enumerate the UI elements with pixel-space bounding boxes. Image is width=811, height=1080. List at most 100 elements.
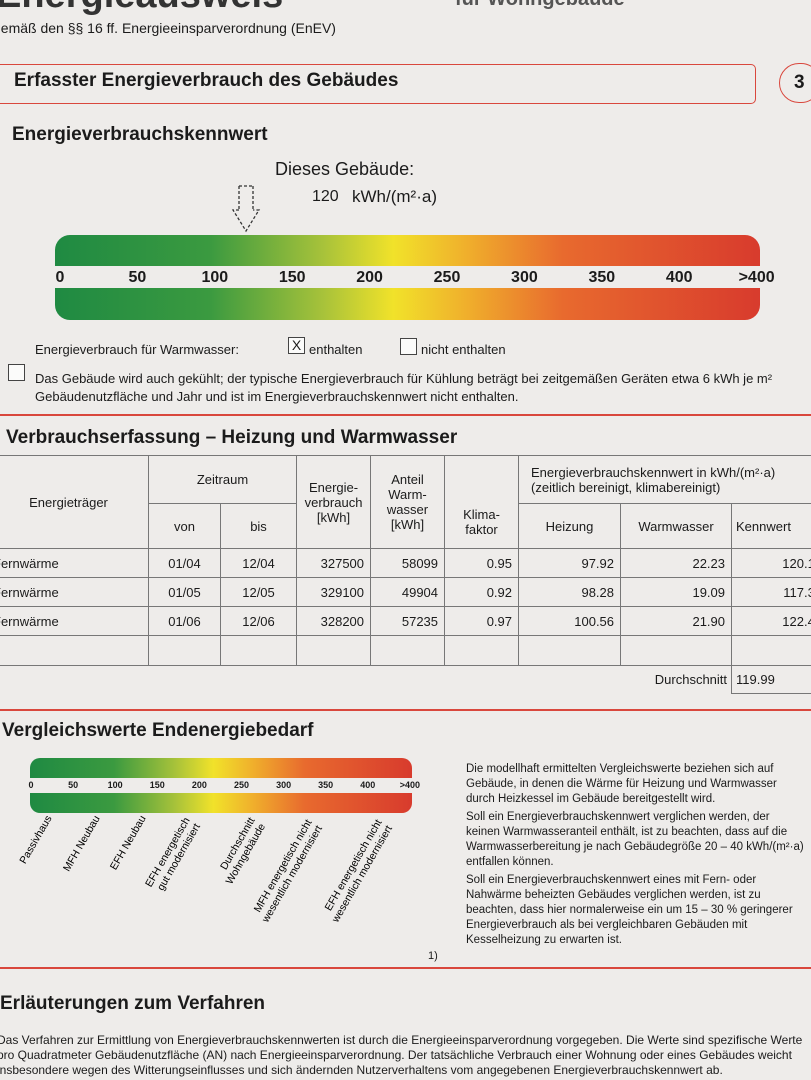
table-cell: 328200 xyxy=(296,606,372,636)
scale-tick-label: 200 xyxy=(356,269,383,286)
table-cell xyxy=(444,635,520,666)
table-cell: 19.09 xyxy=(620,577,733,607)
table-cell: 12/04 xyxy=(219,548,298,578)
comparison-text: Die modellhaft ermittelten Vergleichswer… xyxy=(466,762,806,951)
table-row xyxy=(0,635,811,666)
table-row: von bis Heizung Warmwasser Kennwert xyxy=(0,503,811,549)
document-subtitle: gemäß den §§ 16 ff. Energieeinsparverord… xyxy=(0,20,336,36)
table-cell xyxy=(0,635,149,666)
table-cell: 327500 xyxy=(296,548,372,578)
table-cell: 98.28 xyxy=(518,577,622,607)
table-cell xyxy=(518,635,622,666)
table-cell: 100.56 xyxy=(518,606,622,636)
scale-tick-label: 100 xyxy=(107,780,123,790)
table-row: Energieträger Zeitraum Energie- verbrauch … xyxy=(0,455,811,549)
consumption-table: Energieträger Zeitraum Energie- verbrauch … xyxy=(0,455,811,694)
table-cell: 21.90 xyxy=(620,606,733,636)
table-cell: 01/06 xyxy=(148,606,221,636)
table-cell: 49904 xyxy=(370,577,446,607)
checkbox-empty xyxy=(400,338,417,355)
building-marker xyxy=(231,185,260,233)
scale-tick-label: 300 xyxy=(511,269,538,286)
document-title-suffix: für Wohngebäude xyxy=(455,0,625,11)
table-cell: 01/05 xyxy=(148,577,221,607)
table-cell: 22.23 xyxy=(620,548,733,578)
divider xyxy=(0,709,811,711)
scale-tick-label: 350 xyxy=(588,269,616,286)
comparison-label: DurchschnittWohngebäude xyxy=(213,815,268,886)
table-cell: 58099 xyxy=(370,548,446,578)
table-cell: 0.95 xyxy=(444,548,520,578)
table-cell: 329100 xyxy=(296,577,372,607)
table-header: Klima- faktor xyxy=(444,455,520,549)
table-cell xyxy=(370,635,446,666)
comparison-paragraph: Soll ein Energieverbrauchskennwert vergl… xyxy=(466,811,804,868)
table-cell xyxy=(0,666,621,694)
scale-tick-label: 400 xyxy=(665,269,693,286)
scale-bar-top xyxy=(55,235,760,266)
section-box xyxy=(0,64,756,104)
table-header: Anteil Warm- wasser [kWh] xyxy=(370,455,446,549)
table-cell xyxy=(219,635,298,666)
kennwert-title: Energieverbrauchskennwert xyxy=(12,124,268,145)
table-header: von xyxy=(148,503,221,549)
table-cell: Fernwärme xyxy=(0,577,149,607)
table-header: Heizung xyxy=(518,503,622,549)
scale-tick-label: 300 xyxy=(276,780,292,790)
table-row: Fernwärme01/0612/06328200572350.97100.56… xyxy=(0,606,811,636)
table-header: Kennwert xyxy=(731,503,811,549)
scale-tick-label: >400 xyxy=(738,269,775,286)
table-cell: 0.92 xyxy=(444,577,520,607)
section-title: Erfasster Energieverbrauch des Gebäudes xyxy=(14,70,399,91)
document-title: Energieausweis xyxy=(0,0,283,17)
included-label: enthalten xyxy=(309,342,363,357)
table-header: Warmwasser xyxy=(620,503,733,549)
table-header: Energieträger xyxy=(0,455,149,549)
scale-tick-label: 100 xyxy=(201,269,229,286)
table-cell: 119.99 xyxy=(731,665,811,694)
comparison-bar-top xyxy=(30,758,412,778)
scale-tick-label: 250 xyxy=(233,780,250,790)
scale-tick-label: 0 xyxy=(55,269,65,286)
table-cell: 12/05 xyxy=(219,577,298,607)
comparison-paragraph: Soll ein Energieverbrauchskennwert eines… xyxy=(466,874,793,946)
warmwater-label: Energieverbrauch für Warmwasser: xyxy=(35,342,239,357)
building-value: 120 xyxy=(312,188,339,205)
divider xyxy=(0,414,811,416)
building-unit: kWh/(m²·a) xyxy=(352,187,437,206)
explanation-title: Erläuterungen zum Verfahren xyxy=(0,993,266,1014)
table-header: bis xyxy=(219,503,298,549)
page-badge xyxy=(779,63,811,103)
scale-tick-label: >400 xyxy=(399,780,421,790)
table-cell: Fernwärme xyxy=(0,606,149,636)
comparison-bar-bottom xyxy=(30,793,412,813)
table-row: Fernwärme01/0512/05329100499040.9298.281… xyxy=(0,577,811,607)
comparison-paragraph: Die modellhaft ermittelten Vergleichswer… xyxy=(466,763,777,805)
comparison-label: EFH Neubau xyxy=(108,813,149,872)
cooling-note: Das Gebäude wird auch gekühlt; der typis… xyxy=(35,371,773,404)
label-line: MFH Neubau xyxy=(61,813,103,873)
table-row: Durchschnitt 119.99 xyxy=(0,665,811,694)
cooling-checkbox xyxy=(8,364,25,381)
table-cell: 122.46 xyxy=(731,606,811,636)
label-line: Passivhaus xyxy=(17,814,54,867)
scale-tick-label: 0 xyxy=(28,780,34,790)
scale-tick-label: 200 xyxy=(191,780,207,790)
explanation-text: Das Verfahren zur Ermittlung von Energie… xyxy=(0,1033,803,1077)
table-header: Energie- verbrauch [kWh] xyxy=(296,455,372,549)
table-cell: 57235 xyxy=(370,606,446,636)
table-cell: 12/06 xyxy=(219,606,298,636)
table-cell xyxy=(296,635,372,666)
scale-tick-label: 150 xyxy=(149,780,165,790)
table-cell: 01/04 xyxy=(148,548,221,578)
table-row: Fernwärme01/0412/04327500580990.9597.922… xyxy=(0,548,811,578)
checkbox-checked: X xyxy=(288,337,305,354)
scale-tick-label: 350 xyxy=(318,780,334,790)
scale-tick-label: 50 xyxy=(68,780,79,790)
divider xyxy=(0,967,811,969)
label-line: EFH Neubau xyxy=(108,813,149,872)
scale-bar-bottom xyxy=(55,288,760,320)
footnote: 1) xyxy=(428,950,438,962)
